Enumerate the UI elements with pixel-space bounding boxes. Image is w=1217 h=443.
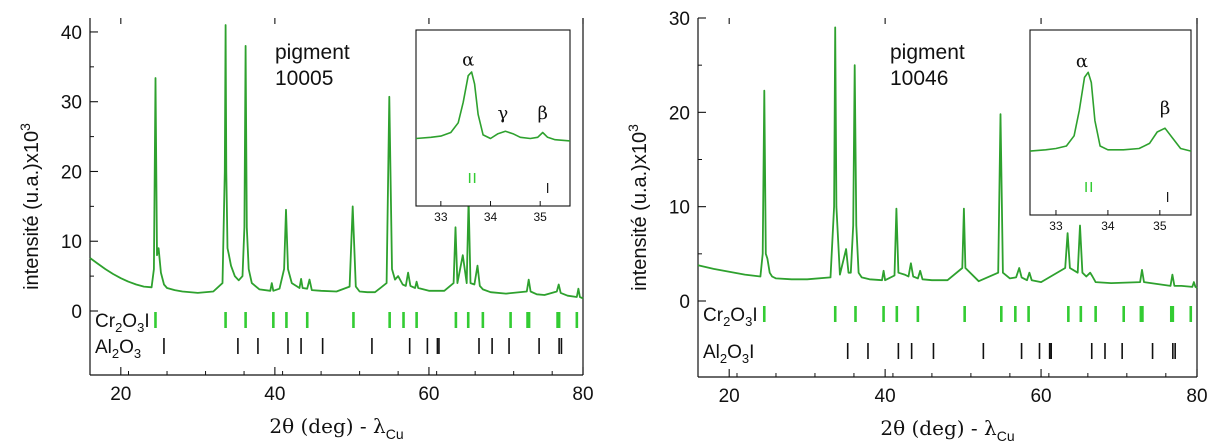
inset-peak-label: α bbox=[462, 50, 474, 71]
x-tick-label: 40 bbox=[875, 386, 896, 407]
x-tick-label: 20 bbox=[110, 384, 131, 405]
inset-peak-label: β bbox=[1160, 98, 1170, 119]
annotation-line-2: 10005 bbox=[275, 67, 333, 90]
inset-x-tick-label: 34 bbox=[1101, 219, 1115, 233]
inset-x-tick-label: 33 bbox=[434, 210, 448, 224]
inset-panel: 33 34 35 α γ β bbox=[415, 29, 571, 224]
y-tick-label: 20 bbox=[61, 162, 82, 183]
inset-series-line bbox=[1029, 71, 1192, 152]
x-tick-label: 60 bbox=[1030, 386, 1051, 407]
y-tick-label: 30 bbox=[61, 93, 82, 114]
inset-x-tick-label: 35 bbox=[534, 210, 548, 224]
x-tick-label: 40 bbox=[264, 384, 285, 405]
y-tick-label: 20 bbox=[669, 103, 690, 124]
y-tick-label: 10 bbox=[669, 198, 690, 219]
annotation-line-1: pigment bbox=[890, 41, 965, 64]
inset-panel: 33 34 35 α β bbox=[1029, 29, 1192, 233]
annotation-line-2: 10046 bbox=[890, 67, 948, 90]
phase-label-2: Al2O3 bbox=[95, 337, 141, 361]
inset-frame bbox=[1029, 29, 1192, 216]
y-axis-label: intensité (u.a.)x103 bbox=[17, 123, 43, 290]
inset-x-tick-label: 33 bbox=[1049, 219, 1063, 233]
chart-panel-2: 20 40 60 80 0 10 20 30 2θ (deg) - λCu intensité (… bbox=[625, 9, 1208, 443]
y-tick-label: 40 bbox=[61, 23, 82, 44]
diffraction-series-line bbox=[89, 24, 584, 300]
x-axis-label: 2θ (deg) - λCu bbox=[269, 414, 403, 442]
y-tick-label: 0 bbox=[71, 302, 82, 323]
phase-label-1: Cr2O3I bbox=[95, 311, 150, 335]
chart-panel-1: 20 40 60 80 0 10 20 30 40 2θ (deg) - λCu intensité… bbox=[17, 18, 594, 442]
annotation-line-1: pigment bbox=[275, 41, 350, 64]
y-tick-label: 10 bbox=[61, 232, 82, 253]
inset-series-line bbox=[415, 71, 571, 142]
inset-peak-label: α bbox=[1076, 51, 1088, 72]
inset-frame bbox=[415, 29, 571, 207]
x-tick-label: 60 bbox=[418, 384, 439, 405]
inset-x-tick-label: 35 bbox=[1153, 219, 1167, 233]
y-axis-label: intensité (u.a.)x103 bbox=[625, 124, 651, 291]
x-axis-label: 2θ (deg) - λCu bbox=[880, 416, 1014, 443]
phase-label-1: Cr2O3I bbox=[703, 305, 758, 329]
y-tick-label: 0 bbox=[679, 292, 690, 313]
y-tick-label: 30 bbox=[669, 9, 690, 30]
inset-peak-label: γ bbox=[498, 103, 509, 124]
diffraction-series-line bbox=[697, 26, 1198, 289]
x-tick-label: 80 bbox=[572, 384, 593, 405]
inset-peak-label: β bbox=[537, 103, 547, 124]
inset-x-tick-label: 34 bbox=[484, 210, 498, 224]
x-tick-label: 20 bbox=[719, 386, 740, 407]
phase-label-2: Al2O3I bbox=[703, 342, 754, 366]
x-tick-label: 80 bbox=[1186, 386, 1207, 407]
